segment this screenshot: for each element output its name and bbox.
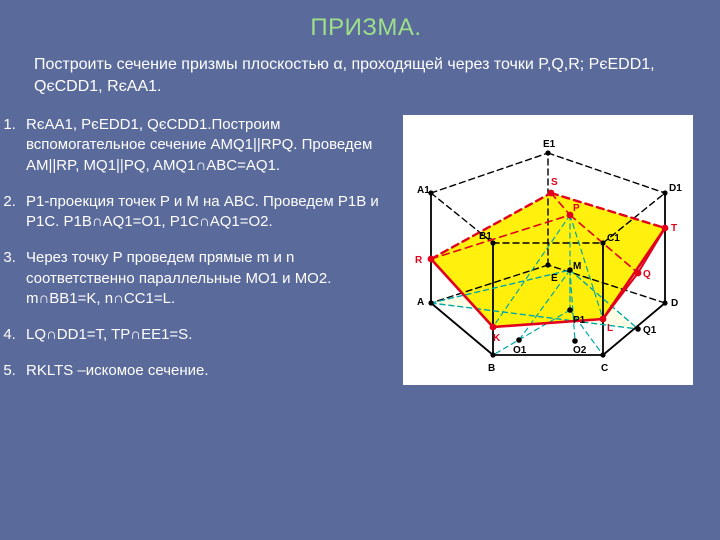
vertex-label: D <box>671 298 678 309</box>
vertex-label: C <box>601 363 608 374</box>
vertex-label: M <box>573 261 581 272</box>
vertex-label: P1 <box>573 315 585 326</box>
vertex-label: Q1 <box>643 325 656 336</box>
vertex-label: T <box>671 223 677 234</box>
vertex-label: B <box>488 363 495 374</box>
vertex-label: E1 <box>543 139 555 150</box>
prism-figure: A B C D E A1 B1 C1 D1 E1 R K L T S P Q Q1 M P1 O1 O2 <box>403 115 693 385</box>
steps-list: RєAA1, PєEDD1, QєCDD1.Построим вспомогат… <box>20 115 388 398</box>
vertex-label: O2 <box>573 345 586 356</box>
page-title: ПРИЗМА. <box>34 14 698 42</box>
step-3: Через точку P проведем прямые m и n соот… <box>20 248 388 309</box>
vertex-label: C1 <box>607 233 620 244</box>
content-row: RєAA1, PєEDD1, QєCDD1.Построим вспомогат… <box>34 115 698 398</box>
vertex-label: O1 <box>513 345 526 356</box>
vertex-label: A1 <box>417 185 430 196</box>
subtitle: Построить сечение призмы плоскостью α, п… <box>34 54 698 97</box>
vertex-label: K <box>493 333 500 344</box>
vertex-label: B1 <box>479 231 492 242</box>
vertex-label: A <box>417 297 424 308</box>
vertex-label: Q <box>643 269 651 280</box>
vertex-label: E <box>551 273 558 284</box>
step-2: P1-проекция точек P и M на ABC. Проведем… <box>20 192 388 233</box>
step-4: LQ∩DD1=T, TP∩EE1=S. <box>20 325 388 345</box>
step-1: RєAA1, PєEDD1, QєCDD1.Построим вспомогат… <box>20 115 388 176</box>
vertex-label: P <box>573 203 580 214</box>
vertex-label: D1 <box>669 183 682 194</box>
vertex-label: R <box>415 255 422 266</box>
figure-panel: A B C D E A1 B1 C1 D1 E1 R K L T S P Q Q1 M P1 O1 O2 <box>398 115 698 398</box>
vertex-label: S <box>551 177 558 188</box>
vertex-label: L <box>607 323 613 334</box>
step-5: RKLTS –искомое сечение. <box>20 361 388 381</box>
